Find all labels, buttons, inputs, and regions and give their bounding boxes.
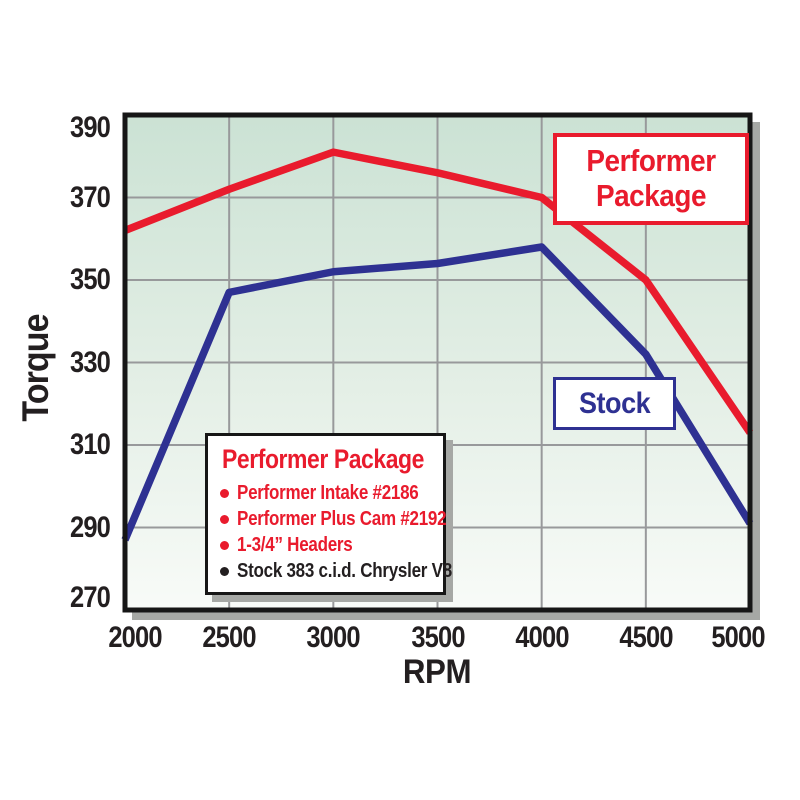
plot-frame: [122, 112, 753, 613]
x-axis-title: RPM: [402, 653, 472, 691]
x-tick-4000: 4000: [514, 621, 569, 654]
performer-package-label-text: Performer Package: [586, 143, 716, 213]
legend-item-stock-engine: Stock 383 c.i.d. Chrysler V8: [220, 558, 452, 584]
x-tick-3500: 3500: [410, 621, 465, 654]
y-tick-290: 290: [69, 510, 111, 544]
legend-title: Performer Package: [222, 444, 424, 474]
bullet-icon: [220, 566, 229, 576]
y-tick-330: 330: [69, 345, 111, 379]
x-tick-5000: 5000: [711, 621, 765, 654]
legend-item-text: Performer Intake #2186: [237, 481, 419, 504]
legend-box: Performer Package Performer Intake #2186…: [205, 433, 452, 595]
y-tick-350: 350: [69, 263, 111, 296]
y-tick-390: 390: [69, 111, 111, 144]
legend-item-intake: Performer Intake #2186: [220, 480, 443, 506]
x-tick-2000: 2000: [108, 621, 162, 654]
y-tick-270: 270: [69, 581, 111, 614]
x-tick-2500: 2500: [202, 621, 256, 654]
bullet-icon: [220, 514, 229, 524]
y-tick-370: 370: [69, 180, 111, 214]
y-axis-title: Torque: [15, 314, 56, 422]
bullet-icon: [220, 540, 229, 550]
legend-item-text: Performer Plus Cam #2192: [237, 507, 447, 530]
stock-label-text: Stock: [578, 386, 651, 420]
x-tick-3000: 3000: [306, 621, 361, 654]
legend-item-cam: Performer Plus Cam #2192: [220, 506, 447, 532]
legend-item-text: 1-3/4” Headers: [237, 533, 353, 556]
series-line-stock: [121, 243, 754, 542]
x-tick-4500: 4500: [619, 621, 673, 654]
series-lines: [121, 148, 754, 542]
legend-item-text: Stock 383 c.i.d. Chrysler V8: [237, 559, 452, 582]
bullet-icon: [220, 488, 229, 498]
legend-item-headers: 1-3/4” Headers: [220, 532, 443, 558]
series-line-performer-package: [123, 148, 754, 435]
performer-package-label: Performer Package: [553, 133, 749, 225]
stock-label: Stock: [553, 377, 676, 430]
y-tick-310: 310: [69, 428, 111, 461]
